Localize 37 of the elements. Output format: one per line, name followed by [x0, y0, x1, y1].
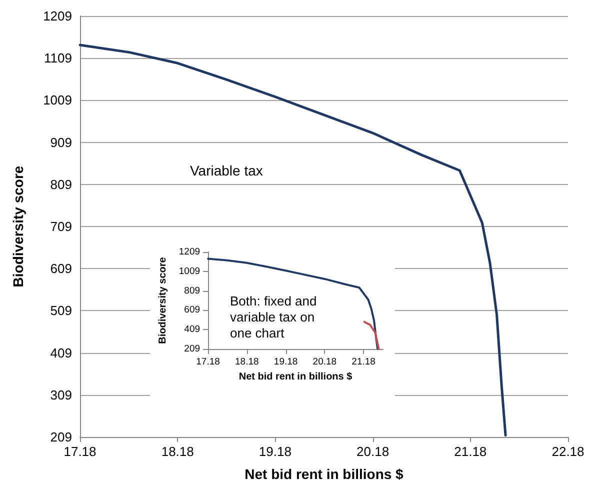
- x-tick-label: 22.18: [552, 444, 584, 459]
- y-tick-label: 609: [184, 304, 200, 316]
- line-series: [363, 320, 380, 350]
- y-tick-label: 1009: [43, 92, 72, 108]
- x-tick-label: 19.18: [258, 444, 292, 459]
- y-axis-title: Biodiversity score: [10, 166, 26, 288]
- y-tick-label: 809: [50, 176, 72, 192]
- y-tick-label: 409: [50, 345, 72, 360]
- x-tick-label: 19.18: [274, 356, 298, 368]
- y-tick-label: 1009: [178, 266, 200, 277]
- y-tick-label: 1209: [43, 8, 72, 24]
- y-tick-label: 309: [50, 387, 72, 402]
- x-tick-label: 17.18: [196, 356, 220, 368]
- y-tick-label: 409: [184, 324, 200, 336]
- y-tick-label: 909: [50, 134, 72, 150]
- y-tick-label: 209: [50, 430, 72, 444]
- line-series: [207, 258, 379, 350]
- y-tick-label: 809: [184, 285, 200, 296]
- x-tick-label: 18.18: [235, 356, 259, 368]
- x-tick-label: 18.18: [161, 444, 194, 459]
- y-tick-label: 1109: [44, 50, 72, 66]
- y-tick-label: 209: [184, 344, 200, 354]
- x-tick-label: 21.18: [352, 356, 376, 368]
- y-tick-label: 709: [50, 219, 72, 234]
- x-axis-title: Net bid rent in billions $: [244, 466, 404, 482]
- x-tick-label: 21.18: [454, 444, 487, 459]
- x-tick-label: 17.18: [64, 444, 96, 459]
- y-tick-label: 1209: [178, 246, 200, 258]
- y-axis-title: Biodiversity score: [158, 256, 168, 344]
- annotation: Both: fixed and variable tax on one chart: [230, 294, 317, 340]
- line-series: [78, 44, 507, 437]
- x-axis-title: Net bid rent in billions $: [238, 371, 353, 382]
- y-tick-label: 609: [50, 261, 72, 276]
- y-tick-label: 509: [50, 303, 72, 318]
- annotation: Variable tax: [190, 162, 263, 178]
- x-tick-label: 20.18: [356, 444, 390, 459]
- x-tick-label: 20.18: [312, 356, 337, 368]
